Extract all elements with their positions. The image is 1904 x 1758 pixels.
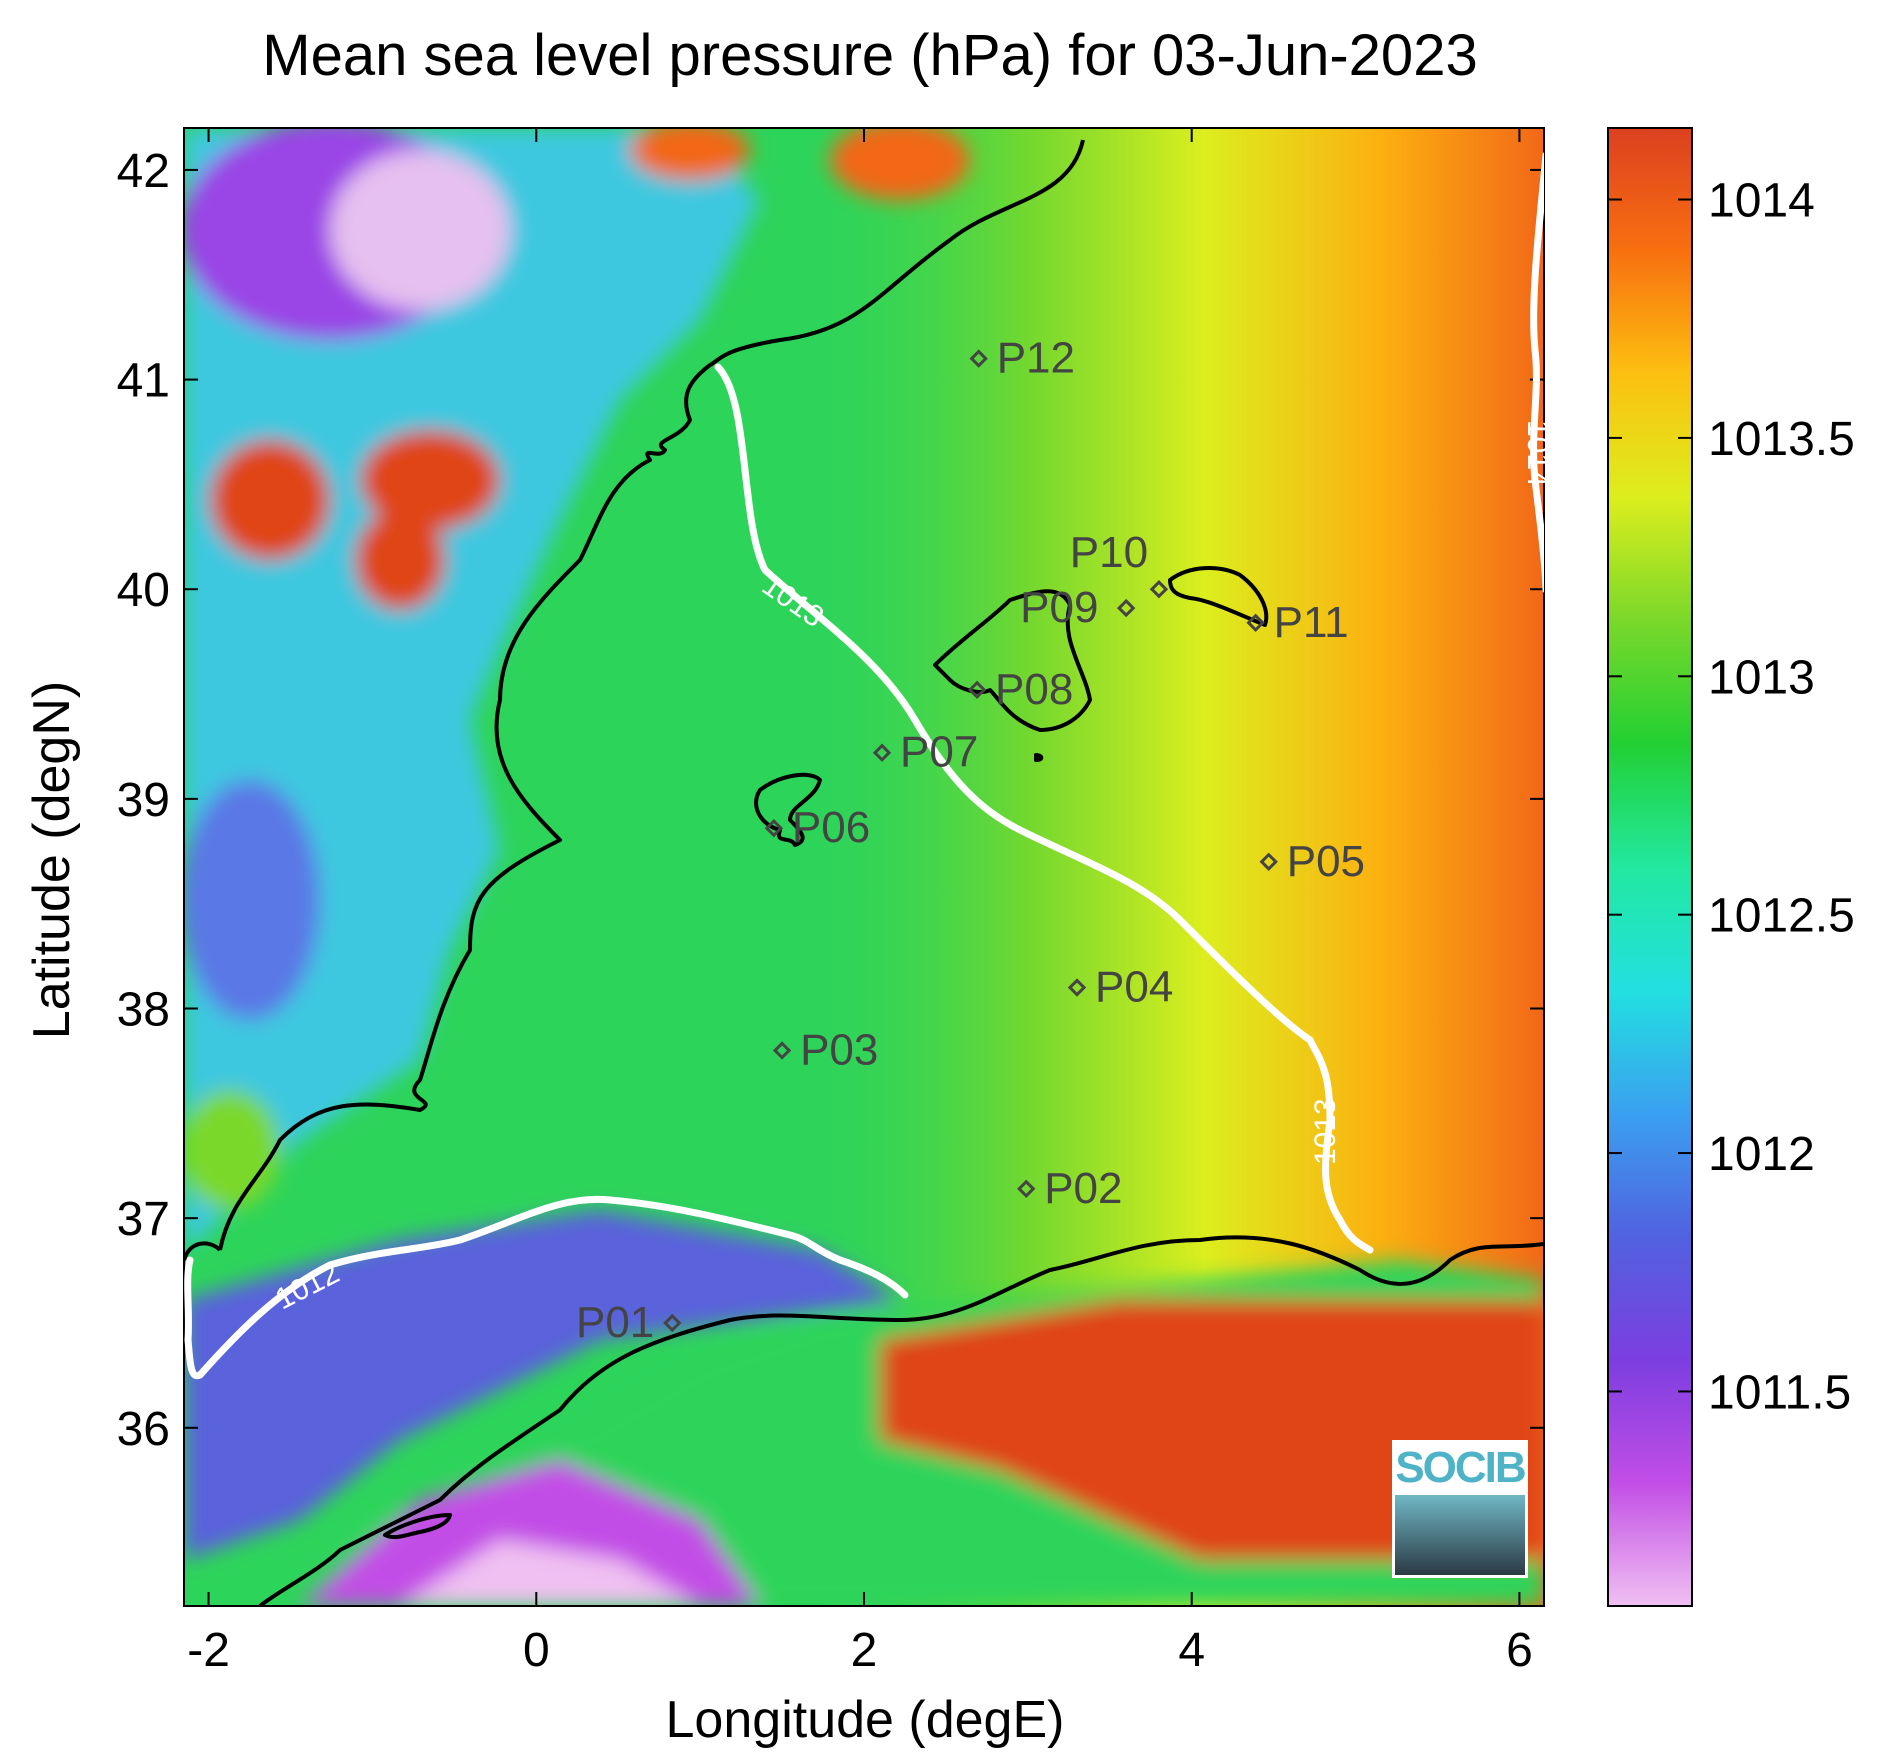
y-tick-label: 39 [117, 774, 170, 827]
station-label: P02 [1044, 1164, 1122, 1213]
station-label: P11 [1274, 598, 1349, 647]
x-tick-label: 4 [1178, 1624, 1205, 1677]
contour-label-1013-b: 1013 [1309, 1098, 1342, 1165]
station-marker [663, 1313, 682, 1333]
station-label: P05 [1287, 837, 1365, 886]
x-tick-label: 2 [851, 1624, 878, 1677]
station-marker [1017, 1179, 1036, 1198]
station-marker [772, 1041, 792, 1060]
colorbar-tick-label: 1012 [1708, 1128, 1815, 1181]
station-marker [967, 680, 987, 700]
station-marker [1246, 613, 1265, 632]
socib-logo: SOCIB [1392, 1440, 1528, 1578]
pressure-contours [184, 152, 1544, 1380]
station-marker [1067, 978, 1087, 997]
logo-wave-graphic [1395, 1495, 1525, 1575]
station-label: P04 [1095, 963, 1173, 1012]
x-tick-label: -2 [187, 1624, 230, 1677]
colorbar-tick-label: 1011.5 [1708, 1366, 1851, 1419]
figure-title: Mean sea level pressure (hPa) for 03-Jun… [262, 23, 1478, 88]
station-marker [1259, 852, 1278, 871]
station-markers: P01 P02 P03 P04 P05 P06 P07 P08 P09 P10 P11 P12 [576, 334, 1365, 1347]
station-marker [969, 349, 988, 368]
pressure-field [184, 128, 1544, 1606]
x-axis-label: Longitude (degE) [665, 1691, 1065, 1749]
station-label: P03 [800, 1025, 878, 1074]
contour-1013 [714, 363, 1374, 1254]
y-tick-label: 38 [117, 984, 170, 1037]
x-tick-label: 0 [523, 1624, 550, 1677]
y-tick-label: 37 [117, 1193, 170, 1246]
y-tick-label: 40 [117, 564, 170, 617]
axis-ticks: -2 0 2 4 6 36 37 38 39 40 41 42 [117, 128, 1544, 1677]
station-marker [1149, 580, 1169, 599]
station-marker [872, 743, 892, 762]
y-tick-label: 36 [117, 1403, 170, 1456]
station-label: P12 [997, 334, 1075, 383]
station-label: P10 [1070, 528, 1148, 577]
y-axis-label: Latitude (degN) [23, 680, 81, 1040]
station-marker [1116, 598, 1136, 618]
colorbar-ticks: 1011.5 1012 1012.5 1013 1013.5 1014 [1608, 175, 1855, 1419]
station-label: P08 [995, 665, 1073, 714]
station-label: P06 [792, 803, 870, 852]
coastline [184, 139, 1544, 1606]
y-tick-label: 42 [117, 145, 170, 198]
station-label: P01 [576, 1298, 654, 1347]
contour-1014 [1530, 152, 1544, 593]
x-tick-label: 6 [1506, 1624, 1533, 1677]
colorbar-tick-label: 1012.5 [1708, 890, 1855, 943]
colorbar [1607, 127, 1693, 1607]
y-tick-label: 41 [117, 355, 170, 408]
colorbar-tick-label: 1014 [1708, 175, 1815, 228]
station-label: P07 [900, 728, 978, 777]
colorbar-tick-label: 1013 [1708, 651, 1815, 704]
station-marker [764, 819, 784, 838]
station-label: P09 [1020, 583, 1098, 632]
contour-label-1014: 1014 [1521, 420, 1554, 487]
contour-1012 [184, 1195, 909, 1380]
logo-text: SOCIB [1395, 1443, 1526, 1492]
colorbar-tick-label: 1013.5 [1708, 413, 1855, 466]
